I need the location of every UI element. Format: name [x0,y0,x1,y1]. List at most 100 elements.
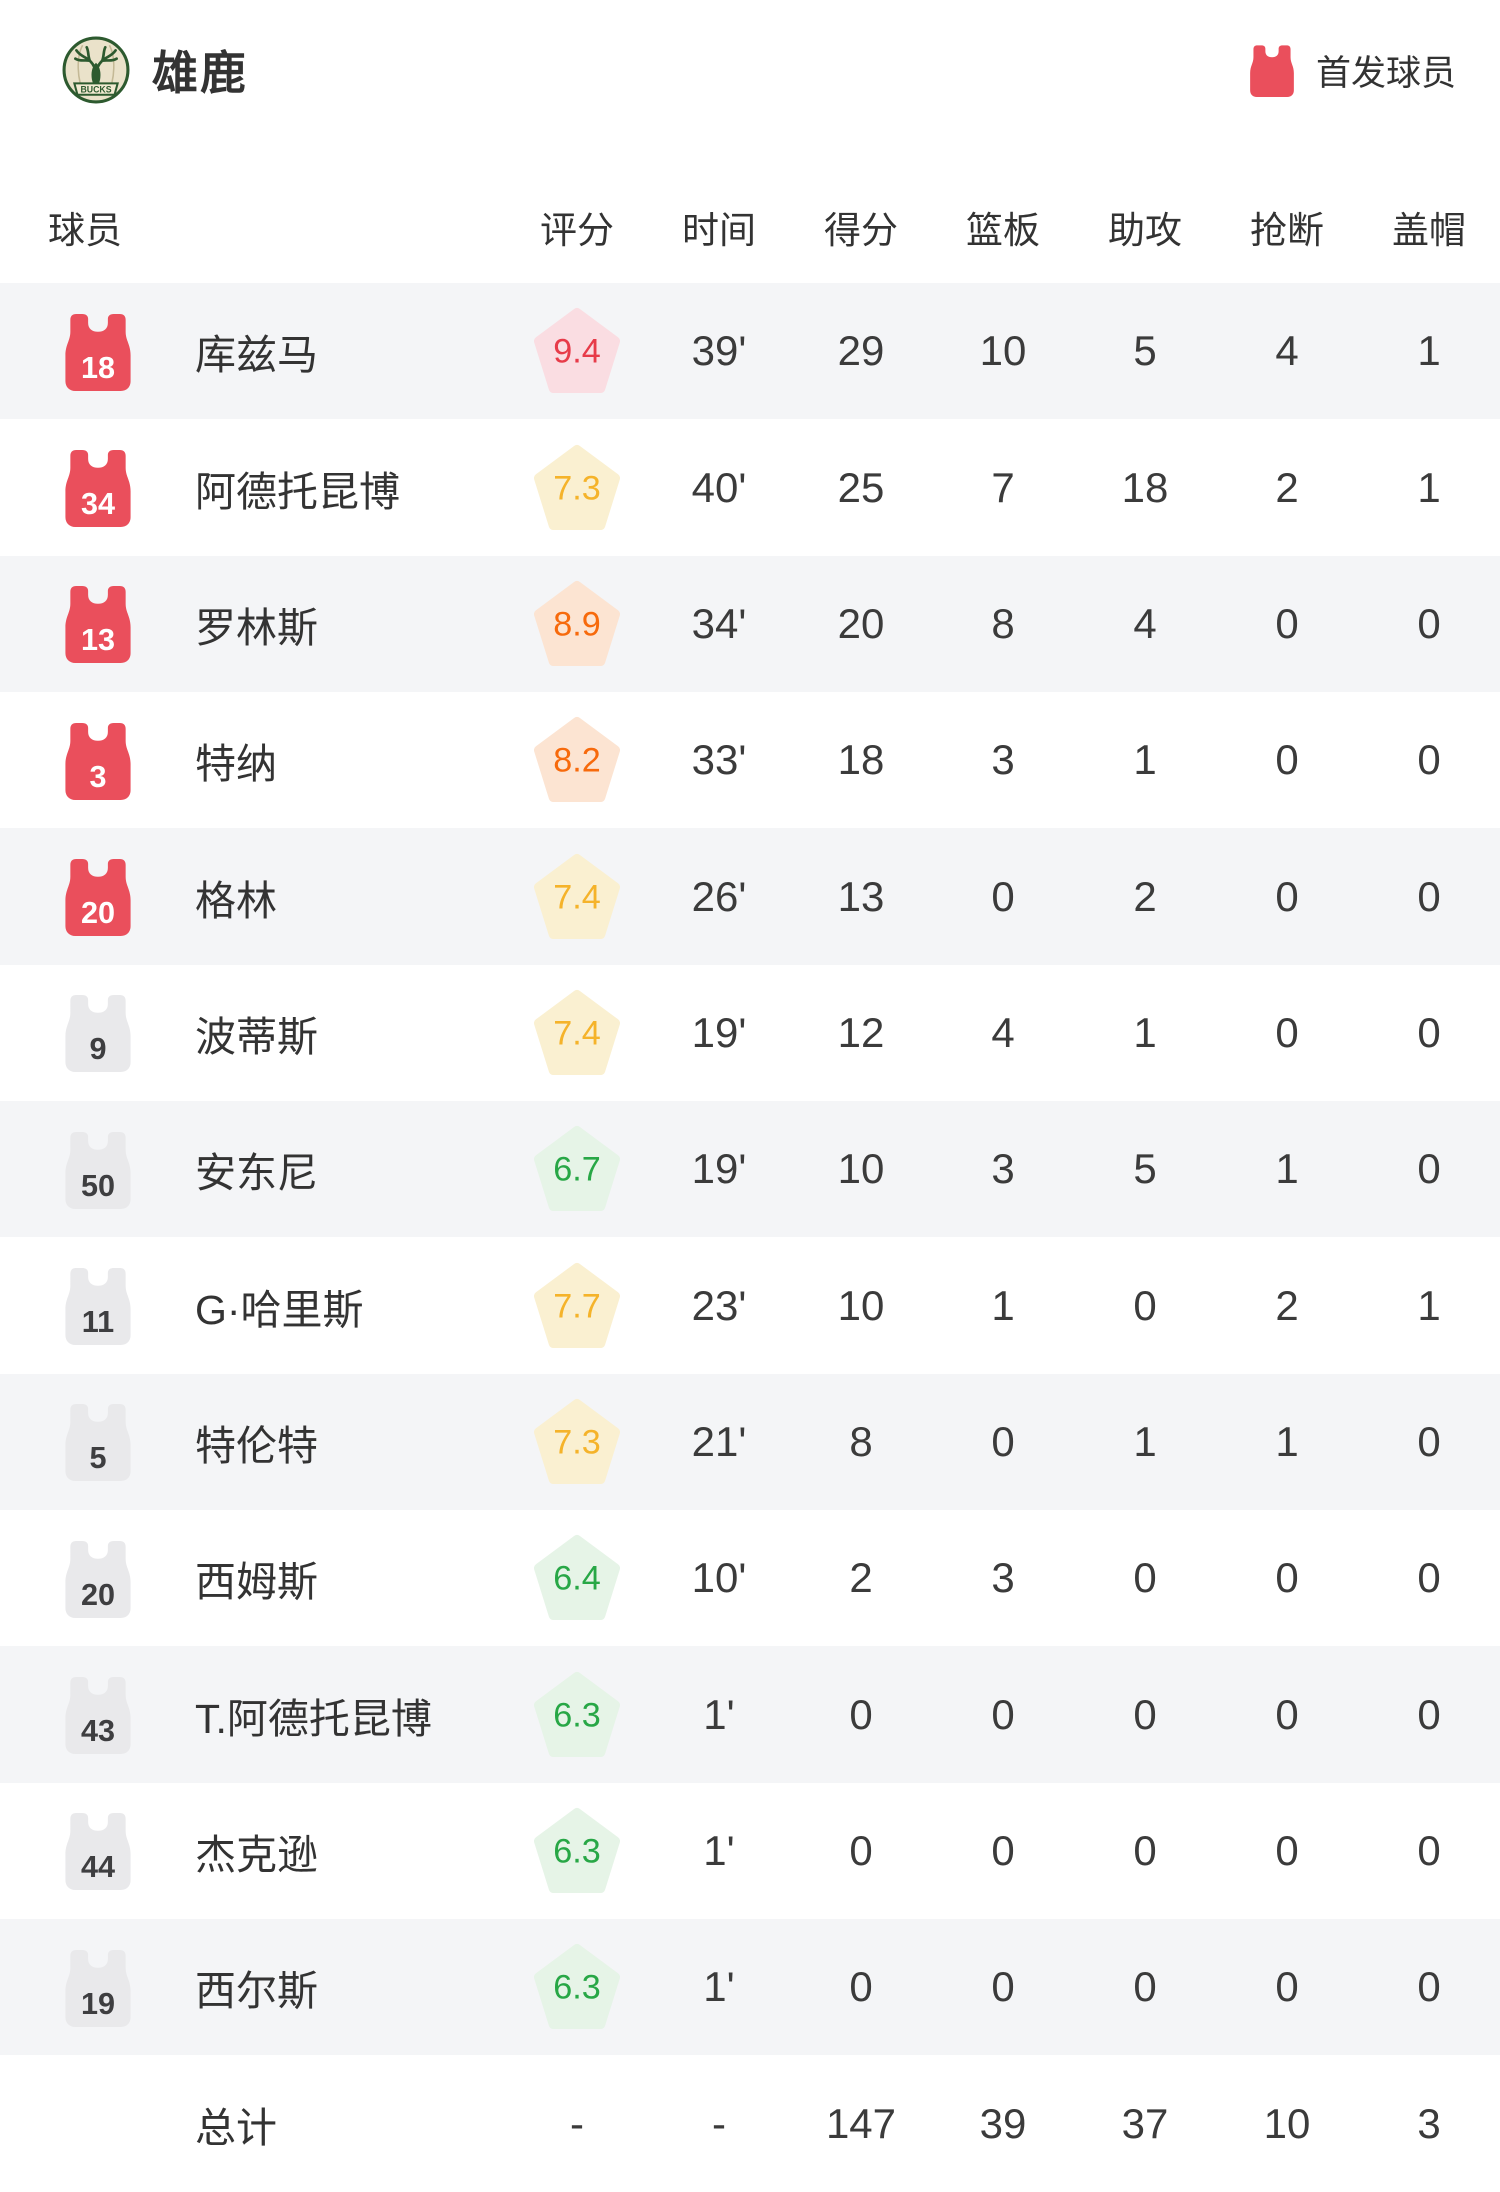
player-row[interactable]: 20 格林 7.4 26' 13 0 2 0 0 [0,828,1500,965]
stat-rebounds: 7 [991,463,1015,511]
jersey-cell: 9 [0,993,195,1073]
player-name: 特纳 [195,741,277,788]
stat-time: 40' [691,463,747,511]
player-name: 库兹马 [195,332,318,379]
player-row[interactable]: 11 G·哈里斯 7.7 23' 10 1 0 2 1 [0,1237,1500,1374]
jersey-cell: 5 [0,1402,195,1482]
stat-steals: 2 [1275,463,1299,511]
stat-points: 0 [849,1963,873,2011]
stat-rebounds: 0 [991,1963,1015,2011]
jersey-cell: 34 [0,448,195,528]
jersey-icon: 11 [62,1266,134,1346]
player-row[interactable]: 34 阿德托昆博 7.3 40' 25 7 18 2 1 [0,419,1500,556]
stat-assists: 1 [1133,1417,1157,1465]
stat-assists: 0 [1133,1963,1157,2011]
player-row[interactable]: 43 T.阿德托昆博 6.3 1' 0 0 0 0 0 [0,1646,1500,1783]
rating-value: 9.4 [553,333,601,371]
totals-points: 147 [825,2099,897,2147]
stat-points: 10 [837,1281,885,1329]
rating-cell: 7.3 [506,1397,648,1487]
stat-blocks: 0 [1417,1417,1441,1465]
rating-badge: 6.7 [534,1124,620,1214]
stat-blocks: 0 [1417,1826,1441,1874]
jersey-icon: 9 [62,993,134,1073]
rating-value: 6.3 [553,1833,601,1871]
player-row[interactable]: 20 西姆斯 6.4 10' 2 3 0 0 0 [0,1510,1500,1647]
player-name: 波蒂斯 [195,1013,318,1060]
stat-time: 33' [691,736,747,784]
jersey-icon: 18 [62,312,134,391]
player-rows: 18 库兹马 9.4 39' 29 10 5 4 1 34 [0,283,1500,2056]
totals-rating: - [570,2099,584,2147]
player-row[interactable]: 50 安东尼 6.7 19' 10 3 5 1 0 [0,1101,1500,1238]
player-row[interactable]: 44 杰克逊 6.3 1' 0 0 0 0 0 [0,1782,1500,1920]
stat-time: 10' [691,1554,747,1602]
stat-blocks: 0 [1417,1963,1441,2011]
column-header-points: 得分 [824,209,898,251]
jersey-number: 18 [81,351,115,385]
stat-blocks: 1 [1417,1281,1441,1329]
stat-points: 2 [849,1554,873,1602]
jersey-number: 13 [81,624,115,658]
jersey-icon: 44 [62,1811,134,1891]
player-name: 杰克逊 [195,1831,318,1878]
jersey-number: 5 [89,1442,106,1476]
stat-assists: 4 [1133,599,1157,647]
starter-legend-label: 首发球员 [1315,53,1456,93]
stat-steals: 1 [1275,1417,1299,1465]
player-row[interactable]: 19 西尔斯 6.3 1' 0 0 0 0 0 [0,1919,1500,2056]
totals-blocks: 3 [1417,2099,1441,2147]
stat-rebounds: 0 [991,1417,1015,1465]
stat-rebounds: 0 [991,1690,1015,1738]
stat-points: 0 [849,1690,873,1738]
stat-rebounds: 0 [991,1826,1015,1874]
stat-assists: 1 [1133,736,1157,784]
rating-value: 6.3 [553,1969,601,2007]
stat-time: 26' [691,872,747,920]
rating-cell: 8.9 [506,579,648,669]
player-name: 特伦特 [195,1422,318,1469]
rating-cell: 9.4 [506,306,648,396]
stat-points: 29 [837,327,885,375]
rating-badge: 6.3 [534,1670,620,1760]
jersey-number: 19 [81,1987,115,2021]
rating-cell: 6.3 [506,1670,648,1760]
rating-badge: 7.7 [534,1261,620,1351]
jersey-icon: 34 [62,448,134,528]
jersey-number: 9 [89,1033,106,1067]
stat-steals: 0 [1275,736,1299,784]
player-row[interactable]: 9 波蒂斯 7.4 19' 12 4 1 0 0 [0,964,1500,1102]
player-row[interactable]: 3 特纳 8.2 33' 18 3 1 0 0 [0,692,1500,829]
stat-blocks: 0 [1417,1008,1441,1056]
rating-cell: 6.3 [506,1806,648,1896]
totals-steals: 10 [1263,2099,1311,2147]
player-row[interactable]: 5 特伦特 7.3 21' 8 0 1 1 0 [0,1373,1500,1511]
bucks-logo-icon: BUCKS [62,36,130,104]
jersey-icon: 20 [62,857,134,937]
stat-assists: 2 [1133,872,1157,920]
rating-cell: 8.2 [506,715,648,805]
stat-points: 18 [837,736,885,784]
stat-assists: 5 [1133,327,1157,375]
jersey-cell: 43 [0,1675,195,1755]
player-name: 安东尼 [195,1150,318,1197]
stat-steals: 0 [1275,1690,1299,1738]
player-row[interactable]: 13 罗林斯 8.9 34' 20 8 4 0 0 [0,555,1500,693]
jersey-number: 3 [89,760,106,794]
stat-steals: 0 [1275,1963,1299,2011]
jersey-number: 20 [81,896,115,930]
stat-blocks: 0 [1417,736,1441,784]
jersey-cell: 19 [0,1948,195,2027]
stat-blocks: 0 [1417,1690,1441,1738]
player-name: 西姆斯 [195,1559,318,1606]
stat-rebounds: 3 [991,1554,1015,1602]
stat-time: 1' [703,1963,735,2011]
rating-value: 7.4 [553,878,601,916]
rating-value: 7.7 [553,1287,601,1325]
player-name: 罗林斯 [195,604,318,651]
player-row[interactable]: 18 库兹马 9.4 39' 29 10 5 4 1 [0,283,1500,420]
jersey-cell: 44 [0,1811,195,1891]
rating-value: 6.3 [553,1696,601,1734]
rating-cell: 7.4 [506,852,648,942]
totals-label: 总计 [195,2104,277,2151]
